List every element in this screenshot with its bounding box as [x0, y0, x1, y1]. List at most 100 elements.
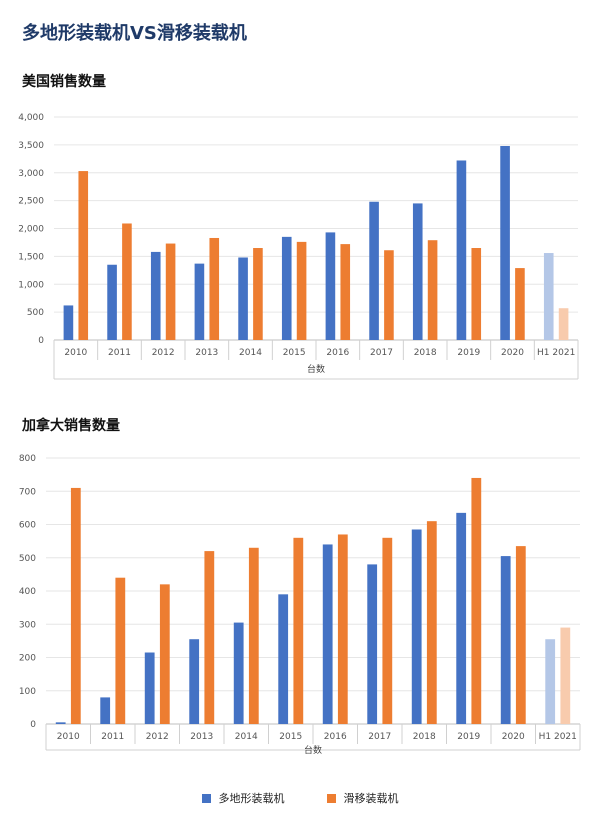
canada-y-tick-label: 700 — [19, 487, 36, 497]
canada-chart-title: 加拿大销售数量 — [22, 418, 120, 434]
us-y-tick-label: 0 — [38, 336, 44, 346]
canada-bar-series-b — [204, 551, 215, 724]
canada-y-tick-label: 800 — [19, 454, 36, 464]
legend-swatch-series-b — [326, 793, 336, 803]
canada-bar-series-a — [322, 544, 333, 724]
canada-bar-series-b — [293, 537, 304, 724]
canada-x-tick-label: 2011 — [101, 732, 124, 742]
us-x-tick-label: 2014 — [239, 348, 262, 358]
canada-x-tick-label: 2012 — [146, 732, 169, 742]
canada-y-tick-label: 100 — [19, 687, 36, 697]
canada-x-tick-label: 2015 — [279, 732, 302, 742]
us-x-tick-label: 2018 — [414, 348, 437, 358]
canada-bar-series-a — [411, 529, 422, 724]
canada-bar-series-a — [367, 564, 378, 724]
canada-x-tick-label: 2013 — [190, 732, 213, 742]
us-x-tick-label: 2011 — [108, 348, 131, 358]
legend-item-series-a: 多地形装载机 — [201, 790, 285, 806]
us-x-tick-label: 2012 — [152, 348, 175, 358]
us-x-tick-label: 2019 — [457, 348, 480, 358]
us-bar-series-b — [340, 244, 351, 340]
canada-x-axis-title: 台数 — [304, 744, 322, 755]
canada-bar-series-a — [456, 512, 467, 724]
canada-y-tick-label: 500 — [19, 554, 36, 564]
us-bar-series-b — [558, 308, 569, 340]
us-y-tick-label: 1,500 — [18, 252, 44, 262]
us-x-tick-label: 2013 — [195, 348, 218, 358]
canada-x-tick-label: 2014 — [235, 732, 258, 742]
canada-x-tick-label: 2017 — [368, 732, 391, 742]
us-bar-series-a — [412, 203, 423, 340]
us-x-tick-label: 2017 — [370, 348, 393, 358]
us-y-tick-label: 2,500 — [18, 197, 44, 207]
canada-x-tick-label: 2019 — [457, 732, 480, 742]
canada-bar-series-b — [70, 487, 81, 724]
us-bar-series-a — [369, 201, 379, 340]
us-bar-series-b — [165, 243, 176, 340]
canada-bar-series-a — [545, 639, 556, 724]
canada-bar-series-a — [144, 652, 155, 724]
us-bar-series-b — [427, 240, 438, 340]
chart-legend: 多地形装载机 滑移装载机 — [0, 790, 600, 806]
us-bar-series-a — [456, 160, 467, 340]
us-x-tick-label: 2010 — [64, 348, 87, 358]
canada-x-tick-label: H1 2021 — [539, 732, 577, 742]
us-y-tick-label: 4,000 — [18, 113, 44, 123]
canada-y-tick-label: 400 — [19, 587, 36, 597]
canada-bar-series-b — [515, 546, 526, 724]
canada-bar-series-a — [278, 594, 289, 724]
canada-bar-series-a — [233, 622, 244, 724]
legend-item-series-b: 滑移装载机 — [326, 790, 399, 806]
us-bar-series-a — [281, 236, 292, 340]
us-bar-series-b — [296, 241, 307, 340]
canada-y-tick-label: 600 — [19, 521, 36, 531]
canada-bar-series-b — [471, 477, 482, 724]
us-bar-series-b — [253, 248, 263, 340]
canada-bar-series-b — [382, 537, 393, 724]
us-bar-series-b — [515, 268, 525, 340]
canada-bar-series-a — [55, 722, 66, 724]
canada-y-tick-label: 200 — [19, 654, 36, 664]
canada-x-tick-label: 2010 — [57, 732, 80, 742]
canada-bar-series-b — [115, 577, 126, 724]
us-chart-title: 美国销售数量 — [22, 74, 106, 90]
us-y-tick-label: 500 — [27, 308, 44, 318]
page-title: 多地形装载机VS滑移装载机 — [22, 23, 247, 44]
canada-bar-series-b — [159, 584, 170, 724]
canada-bar-series-a — [189, 639, 200, 724]
us-bar-series-a — [107, 264, 117, 340]
legend-label-series-b: 滑移装载机 — [343, 792, 399, 805]
us-x-tick-label: 2020 — [501, 348, 524, 358]
us-y-tick-label: 1,000 — [18, 280, 44, 290]
us-x-tick-label: H1 2021 — [537, 348, 575, 358]
us-sales-chart: 0 500 1,000 1,500 2,000 2,500 3,000 3,500 4,000 2… — [18, 113, 579, 380]
canada-x-tick-label: 2020 — [502, 732, 525, 742]
us-bar-series-a — [543, 253, 554, 340]
canada-bar-series-b — [337, 534, 348, 724]
canada-x-tick-label: 2018 — [413, 732, 436, 742]
canada-y-tick-label: 0 — [30, 720, 36, 730]
canada-x-tick-label: 2016 — [324, 732, 347, 742]
us-bar-series-b — [384, 250, 394, 340]
us-bar-series-a — [63, 305, 74, 340]
legend-swatch-series-a — [201, 793, 211, 803]
canada-sales-chart: 0 100 200 300 400 500 600 700 800 2010 2011 2012 201… — [19, 454, 581, 755]
us-bar-series-b — [122, 223, 132, 340]
us-y-tick-label: 3,000 — [18, 169, 44, 179]
canada-bar-series-a — [500, 556, 511, 724]
canada-bar-series-b — [426, 521, 437, 724]
us-bar-series-a — [325, 232, 336, 340]
us-bar-series-b — [209, 237, 220, 340]
us-bar-series-a — [238, 257, 248, 340]
us-bar-series-a — [500, 145, 510, 340]
canada-bar-series-b — [560, 627, 571, 724]
us-y-tick-label: 2,000 — [18, 225, 44, 235]
us-bar-series-a — [194, 263, 205, 340]
legend-label-series-a: 多地形装载机 — [218, 792, 285, 805]
canada-bar-series-b — [248, 547, 259, 724]
us-bar-series-a — [150, 251, 161, 340]
us-x-tick-label: 2015 — [283, 348, 306, 358]
us-x-tick-label: 2016 — [326, 348, 349, 358]
us-bar-series-b — [471, 248, 482, 340]
canada-bar-series-a — [100, 697, 111, 724]
